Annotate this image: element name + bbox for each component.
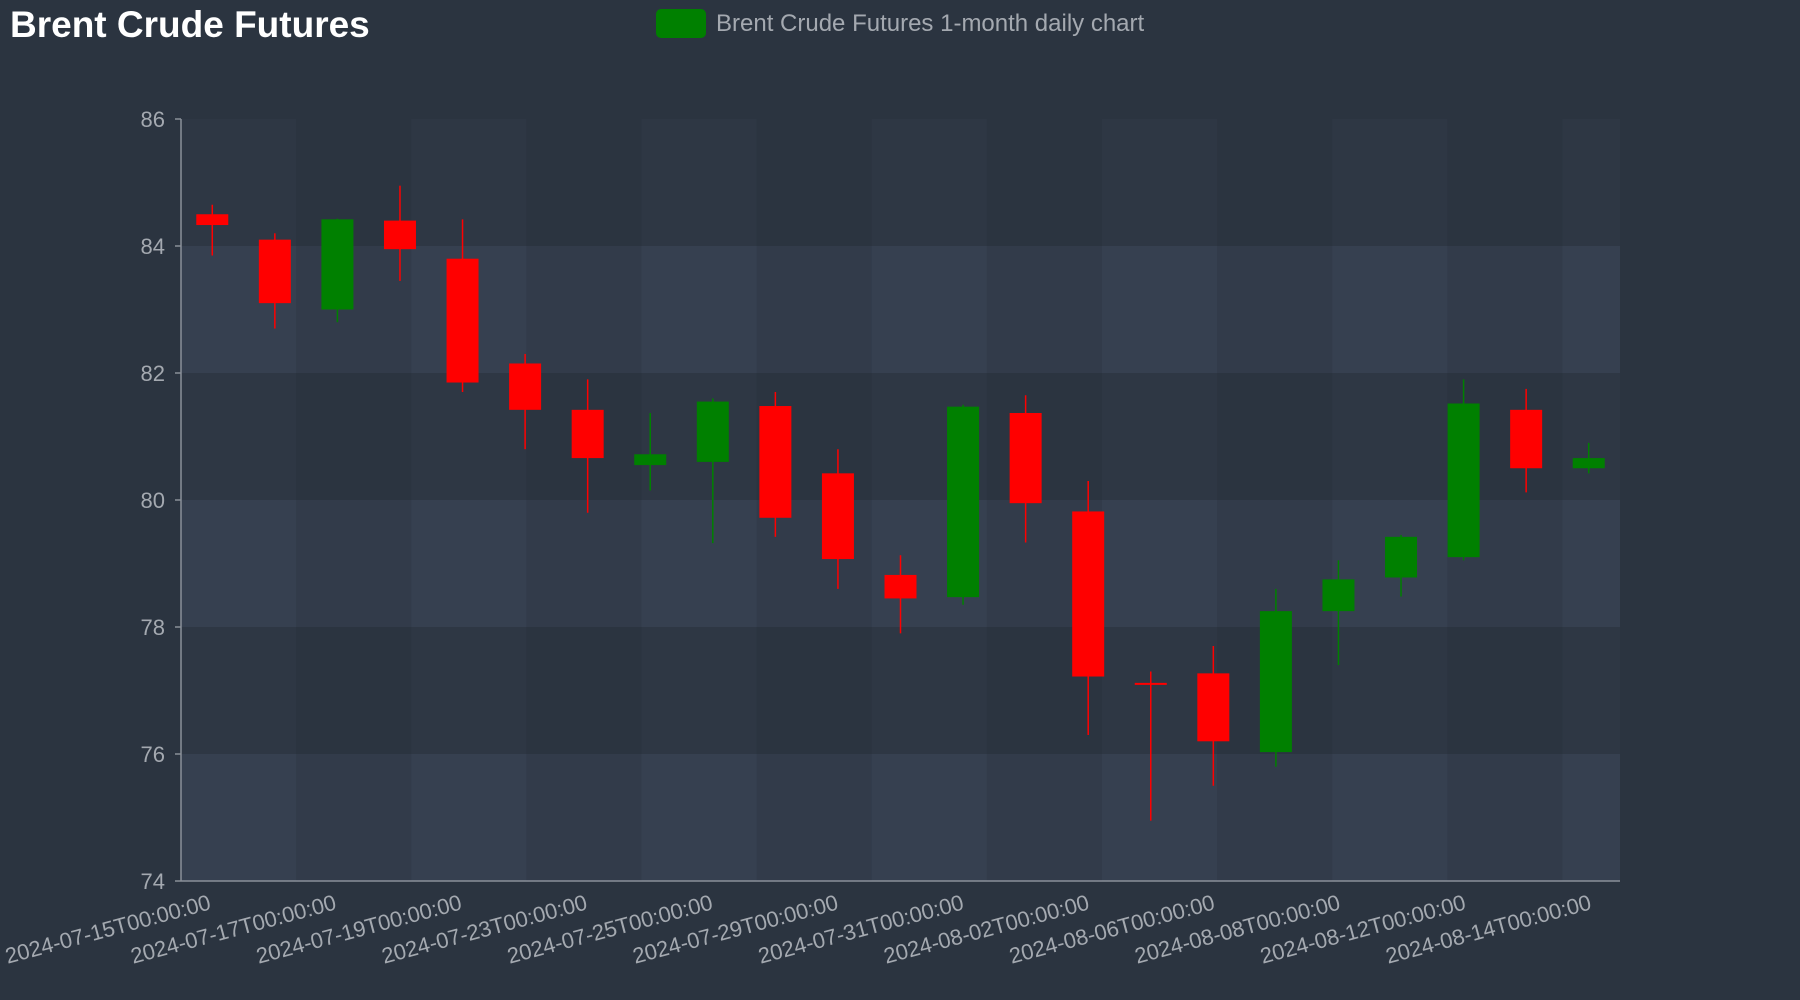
candle bbox=[634, 413, 667, 491]
grid-band-vertical bbox=[986, 119, 1102, 881]
candle bbox=[1447, 379, 1480, 561]
candle bbox=[1259, 588, 1292, 767]
candle-body bbox=[509, 363, 542, 410]
candle-body bbox=[1009, 413, 1042, 504]
candle bbox=[1009, 395, 1042, 543]
grid-band-horizontal bbox=[181, 754, 1620, 881]
candle-body bbox=[571, 409, 604, 459]
candle-body bbox=[634, 454, 667, 466]
y-tick-label: 78 bbox=[141, 615, 165, 640]
y-tick-label: 82 bbox=[141, 361, 165, 386]
grid-band-horizontal bbox=[181, 119, 1620, 246]
candle-body bbox=[1447, 403, 1480, 558]
candle bbox=[446, 219, 479, 393]
candle bbox=[1572, 442, 1605, 474]
legend[interactable]: Brent Crude Futures 1-month daily chart bbox=[656, 9, 1144, 38]
chart-title: Brent Crude Futures bbox=[10, 4, 370, 45]
candle bbox=[1385, 534, 1418, 597]
grid-band-horizontal bbox=[181, 627, 1620, 754]
candle-body bbox=[446, 258, 479, 383]
candles bbox=[196, 185, 1605, 821]
candle bbox=[759, 392, 792, 537]
candle-body bbox=[1385, 536, 1418, 578]
candle-body bbox=[258, 239, 291, 304]
grid-band-horizontal bbox=[181, 373, 1620, 500]
grid-band-horizontal bbox=[181, 246, 1620, 373]
candle-body bbox=[1197, 673, 1230, 742]
y-tick-label: 86 bbox=[141, 107, 165, 132]
legend-label: Brent Crude Futures 1-month daily chart bbox=[716, 9, 1145, 37]
candle-body bbox=[1072, 511, 1105, 677]
candle bbox=[383, 185, 416, 281]
candle-body bbox=[1322, 579, 1355, 612]
y-tick-label: 76 bbox=[141, 742, 165, 767]
candle-body bbox=[1259, 611, 1292, 753]
candle-body bbox=[884, 574, 917, 599]
candle-body bbox=[1572, 458, 1605, 469]
candle bbox=[1072, 480, 1105, 735]
y-tick-label: 80 bbox=[141, 488, 165, 513]
candle-body bbox=[196, 214, 229, 226]
grid-band-vertical bbox=[526, 119, 642, 881]
candle bbox=[1197, 646, 1230, 786]
candle-body bbox=[821, 473, 854, 560]
grid-bands bbox=[181, 119, 1620, 881]
candle-body bbox=[947, 406, 980, 598]
candle bbox=[196, 204, 229, 256]
legend-swatch bbox=[656, 9, 706, 38]
candle bbox=[571, 379, 604, 513]
candle-body bbox=[1134, 682, 1167, 685]
candle bbox=[258, 233, 291, 329]
candle bbox=[884, 555, 917, 634]
candle bbox=[696, 398, 729, 544]
candle-body bbox=[383, 220, 416, 250]
y-tick-label: 74 bbox=[141, 869, 165, 894]
candle-body bbox=[759, 406, 792, 518]
candle bbox=[1322, 560, 1355, 666]
y-axis-ticks: 74 76 78 80 82 84 86 bbox=[141, 107, 181, 894]
candle bbox=[947, 404, 980, 605]
candle bbox=[509, 353, 542, 450]
candle bbox=[321, 218, 354, 323]
candle-body bbox=[1510, 409, 1543, 469]
x-axis-ticks: 2024-07-15T00:00:002024-07-17T00:00:0020… bbox=[2, 890, 1593, 969]
candle bbox=[821, 449, 854, 589]
candle bbox=[1510, 388, 1543, 493]
grid-band-vertical bbox=[1217, 119, 1333, 881]
candle-body bbox=[321, 219, 354, 310]
candle bbox=[1134, 671, 1167, 821]
y-tick-label: 84 bbox=[141, 234, 165, 259]
candle-body bbox=[696, 401, 729, 462]
